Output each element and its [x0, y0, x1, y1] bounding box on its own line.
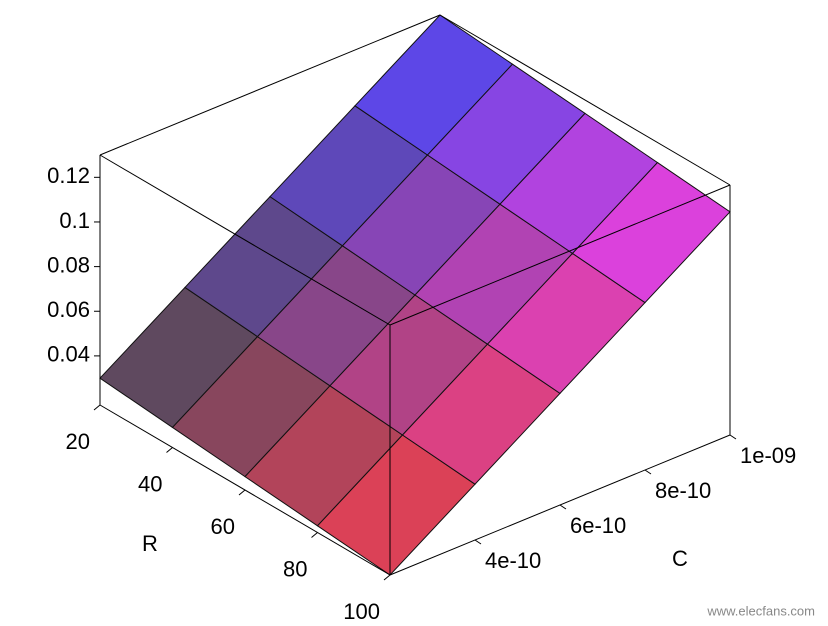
y-tick-label: 8e-10: [655, 478, 711, 503]
y-axis-label: C: [672, 546, 688, 571]
x-tick-label: 100: [343, 599, 380, 624]
x-tick: [166, 447, 173, 453]
y-tick: [644, 469, 652, 475]
z-tick-label: 0.12: [47, 163, 90, 188]
y-tick-label: 6e-10: [570, 513, 626, 538]
z-tick-label: 0.04: [47, 342, 90, 367]
box-edge: [389, 184, 731, 326]
box-edge: [99, 154, 391, 326]
z-tick-label: 0.1: [59, 208, 90, 233]
z-tick-label: 0.08: [47, 252, 90, 277]
x-tick: [93, 404, 101, 411]
watermark: www.elecfans.com: [706, 603, 815, 618]
y-tick-label: 1e-09: [740, 443, 796, 468]
x-tick-label: 80: [283, 556, 307, 581]
x-axis-label: R: [142, 531, 158, 556]
x-tick: [238, 489, 246, 496]
y-tick-label: 4e-10: [485, 548, 541, 573]
box-edge: [439, 14, 731, 186]
x-tick-label: 60: [211, 514, 235, 539]
box-edge: [99, 14, 441, 156]
x-tick-label: 40: [138, 471, 162, 496]
y-tick: [559, 504, 567, 510]
x-tick: [311, 532, 318, 538]
y-tick: [474, 539, 482, 545]
z-tick-label: 0.06: [47, 297, 90, 322]
x-tick: [383, 574, 391, 581]
y-tick: [729, 434, 737, 440]
x-tick-label: 20: [66, 429, 90, 454]
